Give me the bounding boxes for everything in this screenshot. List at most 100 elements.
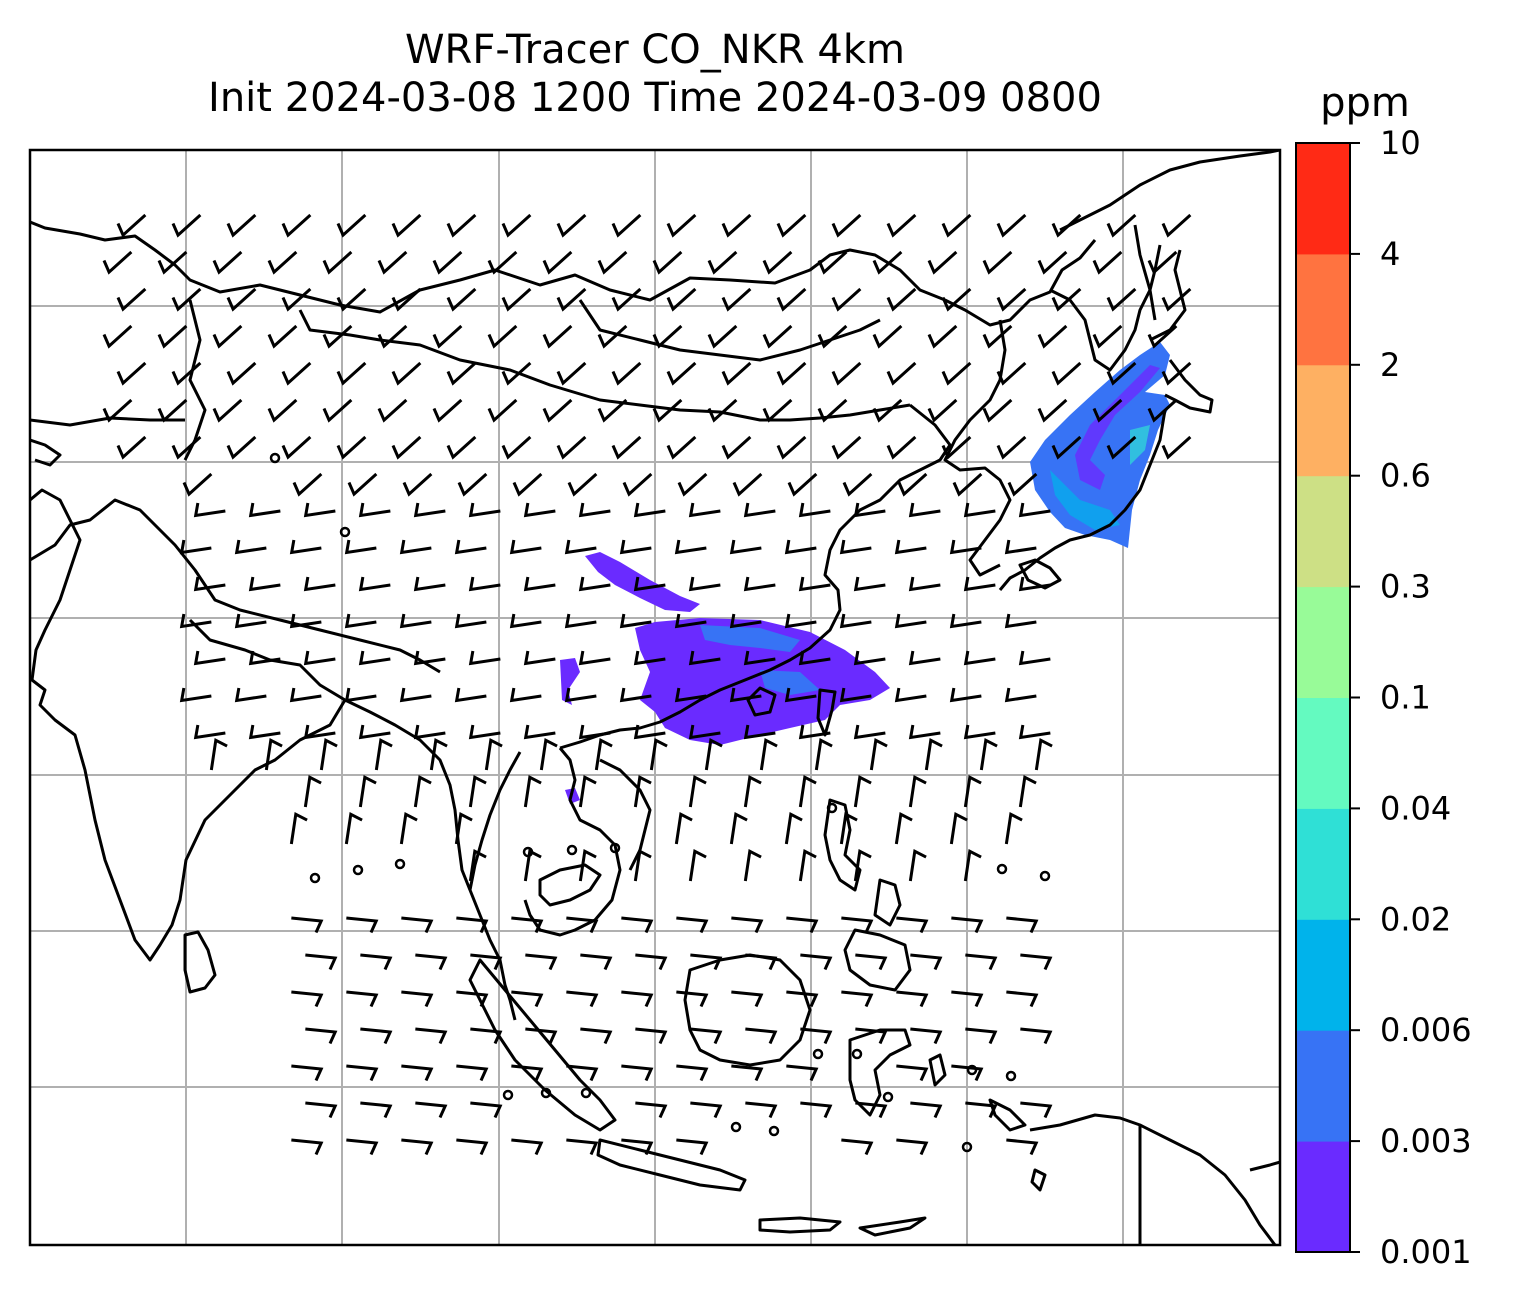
wind-barb <box>1006 916 1039 934</box>
wind-barb <box>853 576 886 592</box>
wind-barb <box>1092 398 1123 423</box>
wind-barb <box>1034 738 1053 771</box>
wind-barb <box>360 1101 393 1119</box>
wind-barb <box>910 953 943 971</box>
wind-barb <box>468 775 487 808</box>
wind-barb <box>621 1138 654 1156</box>
wind-barb <box>949 687 982 703</box>
calm-wind-marker <box>966 1064 978 1076</box>
wind-barb <box>525 953 558 971</box>
wind-barb <box>457 472 488 497</box>
wind-barb <box>564 687 597 703</box>
wind-barb <box>399 539 432 555</box>
wind-barb <box>743 650 776 666</box>
wind-barb <box>566 1064 599 1082</box>
wind-barb <box>305 1027 338 1045</box>
wind-barb <box>688 502 721 518</box>
wind-barb <box>853 502 886 518</box>
wind-barb <box>674 539 707 555</box>
wind-barb <box>729 687 762 703</box>
wind-barb <box>487 398 518 423</box>
wind-barb <box>688 775 707 808</box>
calm-wind-marker <box>339 526 351 538</box>
wind-barb <box>952 472 983 497</box>
wind-barb <box>633 724 666 740</box>
wind-barb <box>1051 287 1082 312</box>
wind-barb <box>886 213 917 238</box>
wind-barb <box>951 990 984 1008</box>
wind-barb <box>566 916 599 934</box>
wind-barb <box>1037 250 1068 275</box>
wind-barb <box>336 213 367 238</box>
wind-barb <box>896 1138 929 1156</box>
wind-barb <box>446 213 477 238</box>
wind-barb <box>817 250 848 275</box>
colorbar: 0.001 0.003 0.006 0.02 0.04 0.1 0.3 0.6 2 4 10 <box>1295 124 1472 1271</box>
wind-barb <box>996 361 1027 386</box>
wind-barb <box>611 213 642 238</box>
wind-barb <box>209 738 228 771</box>
wind-barb <box>798 724 831 740</box>
wind-barb <box>523 576 556 592</box>
wind-barb <box>415 953 448 971</box>
wind-barb <box>759 738 778 771</box>
wind-barb <box>676 916 709 934</box>
wind-barb <box>542 398 573 423</box>
wind-barb <box>1004 812 1023 845</box>
wind-barb <box>886 287 917 312</box>
wind-barb <box>501 287 532 312</box>
calm-wind-marker <box>1039 870 1051 882</box>
wind-barb <box>855 1101 888 1119</box>
wind-barb <box>509 613 542 629</box>
wind-barb <box>234 687 267 703</box>
wind-barb <box>635 1027 668 1045</box>
wind-barb <box>1106 213 1137 238</box>
colorbar-band <box>1296 586 1350 698</box>
wind-barb <box>374 738 393 771</box>
title-line-1: WRF-Tracer CO_NKR 4km <box>404 27 906 73</box>
wind-barb <box>567 472 598 497</box>
calm-wind-marker <box>882 1091 894 1103</box>
map-title: WRF-Tracer CO_NKR 4km Init 2024-03-08 12… <box>30 26 1280 122</box>
wind-barb <box>525 1027 558 1045</box>
wind-barb <box>193 502 226 518</box>
wind-barb <box>456 1064 489 1082</box>
wind-barb <box>762 324 793 349</box>
wind-barb <box>564 539 597 555</box>
wind-barb <box>688 849 707 882</box>
wind-barb <box>336 361 367 386</box>
wind-barb <box>762 250 793 275</box>
wind-barb <box>468 650 501 666</box>
wind-barb <box>776 287 807 312</box>
wind-barb <box>468 724 501 740</box>
wind-barb <box>432 398 463 423</box>
wind-barb <box>564 613 597 629</box>
wind-barb <box>924 738 943 771</box>
wind-barb <box>666 287 697 312</box>
wind-barb <box>941 213 972 238</box>
wind-barb <box>798 849 817 882</box>
wind-barb <box>721 361 752 386</box>
wind-barb <box>666 213 697 238</box>
wind-barb <box>1051 213 1082 238</box>
wind-barb <box>487 324 518 349</box>
wind-barb <box>509 687 542 703</box>
wind-barb <box>1018 724 1051 740</box>
colorbar-band <box>1296 919 1350 1031</box>
wind-barb <box>456 990 489 1008</box>
wind-barb <box>776 361 807 386</box>
wind-barb <box>509 539 542 555</box>
calm-wind-marker <box>609 842 621 854</box>
wind-barb <box>303 650 336 666</box>
wind-barb <box>635 953 668 971</box>
wind-barb <box>674 812 693 845</box>
wind-barb <box>289 687 322 703</box>
wind-barb <box>157 250 188 275</box>
wind-barb <box>432 250 463 275</box>
wind-barb <box>157 324 188 349</box>
wind-barb <box>171 435 202 460</box>
wind-barb <box>291 1138 324 1156</box>
wind-barb <box>358 724 391 740</box>
wind-barb <box>652 398 683 423</box>
colorbar-tick-label: 0.04 <box>1380 789 1451 827</box>
